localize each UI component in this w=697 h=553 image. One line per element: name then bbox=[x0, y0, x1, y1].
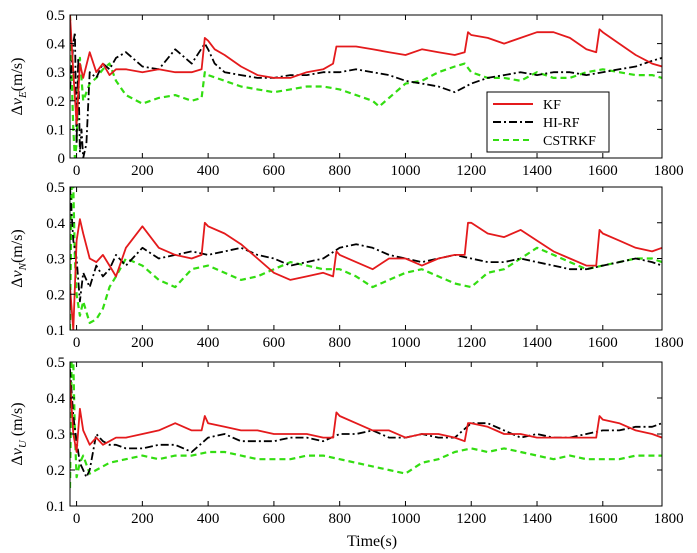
series-line-kf-top bbox=[70, 15, 662, 125]
x-tick-label: 1800 bbox=[654, 335, 684, 351]
y-tick-label: 0.5 bbox=[46, 355, 65, 371]
x-tick-label: 600 bbox=[263, 335, 286, 351]
y-label-symbol: v bbox=[9, 447, 26, 455]
x-tick-label: 1000 bbox=[390, 163, 420, 179]
series-line-hi-rf-bottom bbox=[70, 369, 662, 479]
x-tick-label: 800 bbox=[328, 511, 351, 527]
y-label-unit: (m/s) bbox=[9, 229, 26, 263]
x-tick-label: 0 bbox=[73, 163, 81, 179]
x-tick-label: 200 bbox=[131, 163, 154, 179]
panel-top: 0 200 400 600 800 1000 1200 1400 1600 1800 0 0.1 0.2… bbox=[9, 8, 684, 179]
x-tick-label: 1400 bbox=[522, 511, 552, 527]
x-tick-label: 1000 bbox=[390, 335, 420, 351]
x-axis-label: Time(s) bbox=[347, 533, 397, 550]
plot-frame-top bbox=[69, 14, 663, 159]
panel-bottom: 0 200 400 600 800 1000 1200 1400 1600 1800 0.1 0.2 0… bbox=[9, 355, 684, 527]
legend-box bbox=[486, 91, 610, 153]
x-tick-label: 1400 bbox=[522, 163, 552, 179]
plot-frame-bottom bbox=[69, 361, 663, 507]
y-tick-label: 0.2 bbox=[46, 287, 65, 303]
y-tick-label: 0.4 bbox=[46, 37, 65, 53]
y-label-symbol: v bbox=[9, 97, 26, 105]
y-axis-label-top: ΔvE(m/s) bbox=[9, 58, 29, 116]
x-tick-label: 200 bbox=[131, 335, 154, 351]
series-line-hi-rf-top bbox=[70, 31, 662, 158]
series-line-cstrkf-bottom bbox=[70, 362, 662, 489]
x-tick-label: 1600 bbox=[588, 335, 618, 351]
x-tick-label: 800 bbox=[328, 335, 351, 351]
x-tick-label: 400 bbox=[197, 163, 220, 179]
panel-middle: 0 200 400 600 800 1000 1200 1400 1600 1800 0.1 0.2 0… bbox=[9, 180, 684, 351]
x-tick-label: 400 bbox=[197, 511, 220, 527]
y-label-subscript: N bbox=[17, 262, 29, 271]
y-tick-label: 0.4 bbox=[46, 391, 65, 407]
legend: KF HI-RF CSTRKF bbox=[486, 91, 610, 153]
y-tick-label: 0.1 bbox=[46, 323, 65, 339]
x-tick-label: 1800 bbox=[654, 163, 684, 179]
x-tick-label: 200 bbox=[131, 511, 154, 527]
legend-label-kf: KF bbox=[543, 98, 561, 113]
y-label-symbol: v bbox=[9, 269, 26, 277]
x-tick-label: 1000 bbox=[390, 511, 420, 527]
x-tick-label: 1600 bbox=[588, 511, 618, 527]
x-tick-label: 600 bbox=[263, 163, 286, 179]
y-label-delta: Δ bbox=[9, 105, 26, 115]
y-tick-label: 0.3 bbox=[46, 427, 65, 443]
y-label-subscript: E bbox=[17, 91, 29, 99]
legend-label-hi-rf: HI-RF bbox=[543, 116, 580, 131]
panels-group: 0 200 400 600 800 1000 1200 1400 1600 1800 0 0.1 0.2… bbox=[9, 8, 684, 527]
series-line-cstrkf-top bbox=[70, 15, 662, 158]
y-tick-label: 0.5 bbox=[46, 180, 65, 196]
y-axis-label-middle: ΔvN(m/s) bbox=[9, 229, 29, 288]
x-tick-label: 1200 bbox=[456, 511, 486, 527]
y-label-unit: (m/s) bbox=[9, 58, 26, 92]
y-tick-label: 0 bbox=[58, 151, 66, 167]
series-line-hi-rf-middle bbox=[70, 187, 662, 303]
y-tick-label: 0.3 bbox=[46, 252, 65, 268]
x-tick-label: 600 bbox=[263, 511, 286, 527]
y-tick-label: 0.2 bbox=[46, 94, 65, 110]
y-tick-label: 0.2 bbox=[46, 463, 65, 479]
y-tick-label: 0.4 bbox=[46, 216, 65, 232]
series-line-kf-middle bbox=[70, 218, 662, 330]
y-label-unit: (m/s) bbox=[9, 402, 26, 440]
legend-label-cstrkf: CSTRKF bbox=[543, 134, 596, 149]
y-tick-label: 0.1 bbox=[46, 499, 65, 515]
y-label-delta: Δ bbox=[9, 455, 26, 465]
y-axis-label-bottom: ΔvU (m/s) bbox=[9, 402, 29, 465]
x-tick-label: 0 bbox=[73, 511, 81, 527]
y-tick-label: 0.3 bbox=[46, 65, 65, 81]
series-line-kf-bottom bbox=[70, 379, 662, 453]
x-tick-label: 800 bbox=[328, 163, 351, 179]
x-tick-label: 400 bbox=[197, 335, 220, 351]
x-tick-label: 0 bbox=[73, 335, 81, 351]
x-tick-label: 1800 bbox=[654, 511, 684, 527]
y-tick-label: 0.5 bbox=[46, 8, 65, 24]
x-tick-label: 1200 bbox=[456, 163, 486, 179]
y-label-delta: Δ bbox=[9, 277, 26, 287]
x-tick-label: 1200 bbox=[456, 335, 486, 351]
x-tick-label: 1400 bbox=[522, 335, 552, 351]
y-tick-label: 0.1 bbox=[46, 122, 65, 138]
x-tick-label: 1600 bbox=[588, 163, 618, 179]
y-label-subscript: U bbox=[17, 439, 29, 448]
